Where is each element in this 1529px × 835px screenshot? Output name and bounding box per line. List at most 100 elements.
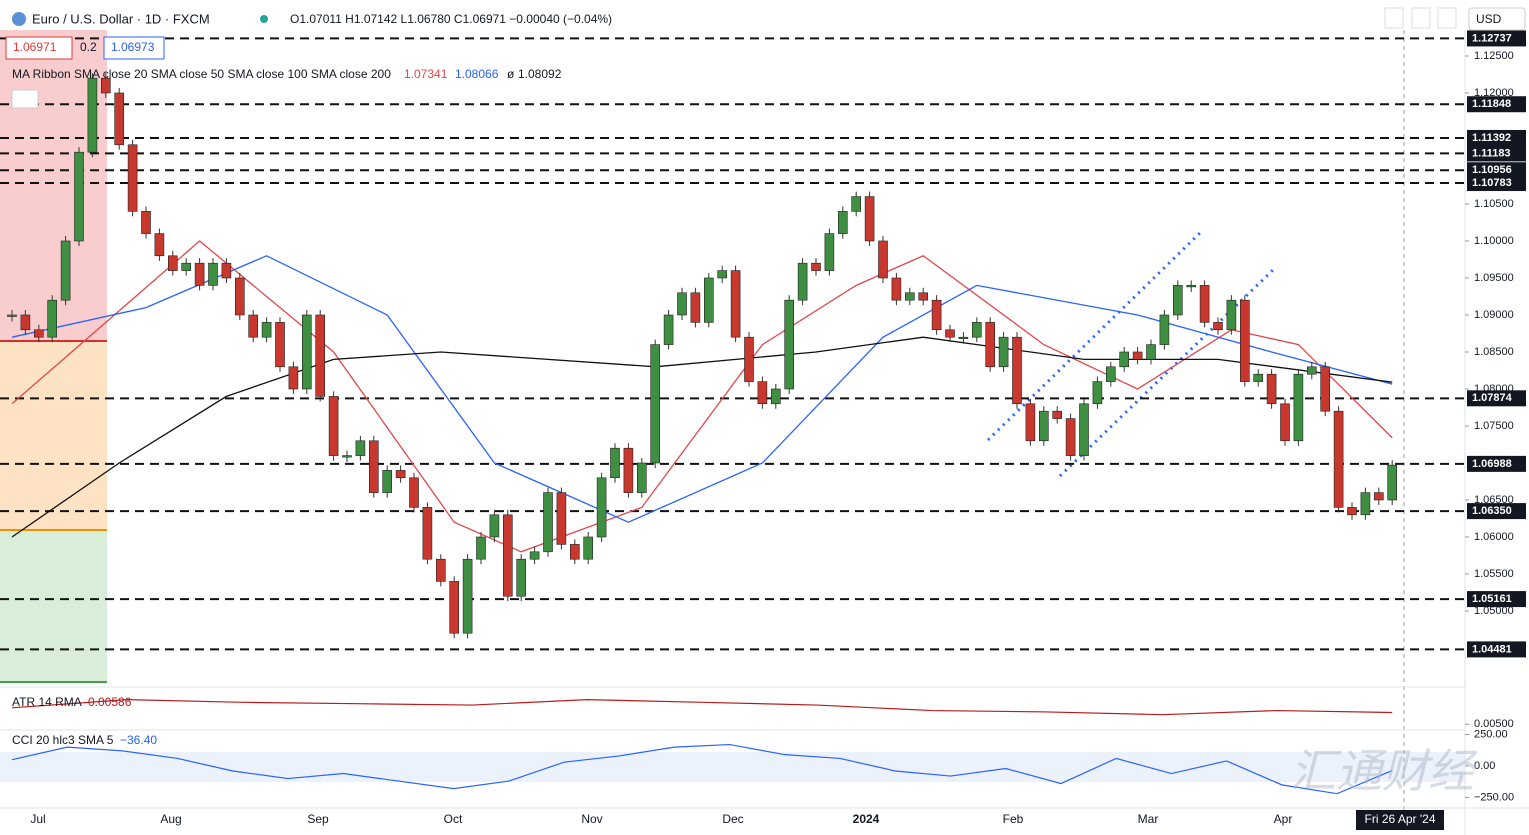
x-tick-label: Mar: [1138, 812, 1159, 826]
candle-body: [650, 344, 661, 464]
collapse-button[interactable]: [11, 89, 39, 109]
candle-body: [1347, 507, 1357, 516]
y-tick-label: −250.00: [1474, 791, 1514, 803]
candle-body: [1320, 366, 1330, 412]
candle-body: [610, 447, 620, 479]
candle-body: [663, 314, 674, 345]
candle-body: [998, 336, 1009, 368]
level-label: 1.10956: [1472, 164, 1512, 176]
candle-body: [583, 536, 594, 560]
candle-body: [168, 255, 178, 271]
cci-value: −36.40: [120, 733, 157, 747]
ohlc: O1.07011 H1.07142 L1.06780 C1.06971 −0.0…: [290, 12, 612, 26]
level-label: 1.04481: [1472, 643, 1512, 655]
candle-body: [1092, 381, 1103, 405]
x-tick-label: Jul: [30, 812, 45, 826]
toolbar-button[interactable]: [1384, 7, 1404, 29]
candle-body: [141, 211, 151, 234]
y-tick-label: 1.06000: [1474, 531, 1514, 543]
candle-body: [690, 292, 701, 323]
candle-body: [918, 292, 929, 301]
level-badge: [1467, 175, 1526, 192]
level-label: 1.11183: [1472, 147, 1511, 159]
candle-body: [114, 92, 124, 146]
candle-body: [1039, 410, 1049, 442]
toolbar-button[interactable]: [1437, 7, 1457, 29]
x-tick-label: 2024: [853, 812, 880, 826]
date-badge-bg: [1356, 810, 1444, 830]
candle-body: [395, 470, 406, 479]
candle-body: [1132, 351, 1143, 360]
x-tick-label: Apr: [1274, 812, 1293, 826]
candle-body: [677, 292, 687, 316]
y-tick-label: 0.00500: [1474, 718, 1514, 730]
candle-body: [328, 396, 339, 456]
candle-body: [985, 322, 996, 368]
candle-body: [1213, 322, 1223, 331]
symbol-title: Euro / U.S. Dollar · 1D · FXCM: [32, 11, 210, 26]
y-tick-label: 1.10500: [1474, 198, 1514, 210]
candle-body: [1240, 299, 1250, 382]
candle-body: [275, 322, 285, 368]
candle-body: [1159, 314, 1170, 345]
symbol-icon: [12, 12, 26, 26]
candle-body: [1173, 285, 1183, 316]
candle-body: [1374, 492, 1384, 501]
cci-band: [0, 752, 1465, 782]
candle-body: [717, 270, 728, 279]
cci-line: [11, 743, 1393, 795]
candle-body: [891, 277, 902, 301]
x-tick-label: Oct: [444, 812, 463, 826]
candle-body: [971, 322, 982, 338]
plot: 1.12500 1.12000 1.10500 1.10000 1.09500 1.090…: [0, 30, 1526, 826]
candle-body: [235, 277, 245, 316]
header-bar: [0, 0, 1529, 30]
level-label: 1.10783: [1472, 177, 1512, 189]
candle-body: [824, 233, 835, 271]
level-badge: [1467, 162, 1526, 179]
ask-box[interactable]: [103, 36, 165, 60]
candle-body: [1199, 285, 1210, 323]
candle-body: [368, 440, 379, 493]
candle-body: [7, 314, 17, 317]
candle-body: [502, 514, 513, 597]
candle-body: [904, 292, 915, 301]
toolbar-button[interactable]: [1411, 7, 1431, 29]
x-tick-label: Dec: [722, 812, 743, 826]
candle-body: [1106, 366, 1116, 382]
status-dot: [260, 15, 268, 23]
candle-body: [1146, 344, 1156, 360]
x-tick-label: Nov: [581, 812, 602, 826]
candle-body: [770, 388, 781, 405]
candle-body: [422, 507, 433, 560]
y-tick-label: 1.12500: [1474, 50, 1514, 62]
candle-body: [623, 447, 634, 493]
spread: 0.2: [80, 40, 97, 54]
candle-body: [516, 558, 527, 597]
candle-body: [1119, 351, 1129, 368]
candle-body: [851, 196, 862, 212]
y-tick-label: 250.00: [1474, 728, 1508, 740]
candle-body: [194, 262, 205, 286]
candle-body: [730, 270, 741, 338]
bid: 1.06971: [13, 40, 57, 54]
x-tick-label: Sep: [307, 812, 329, 826]
candle-body: [703, 277, 714, 323]
currency-button[interactable]: [1468, 7, 1526, 31]
level-badge: [1467, 145, 1526, 162]
bid-box[interactable]: [5, 36, 73, 60]
x-tick-label: Aug: [160, 812, 181, 826]
candle-body: [382, 470, 393, 493]
candle-body: [33, 329, 44, 338]
ma-label: MA Ribbon SMA close 20 SMA close 50 SMA …: [12, 67, 391, 81]
y-tick-label: 1.09000: [1474, 309, 1514, 321]
candle-body: [757, 381, 768, 405]
candle-body: [355, 440, 366, 456]
candle-body: [797, 262, 808, 301]
candle-body: [1186, 285, 1196, 288]
date-badge: Fri 26 Apr '24: [1365, 812, 1436, 826]
y-tick-label: 0.00: [1474, 760, 1495, 772]
level-label: 1.05161: [1472, 593, 1512, 605]
cci-label: CCI 20 hlc3 SMA 5: [12, 733, 114, 747]
